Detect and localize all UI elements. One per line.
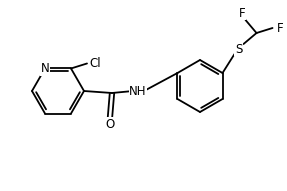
Text: Cl: Cl bbox=[89, 57, 101, 70]
Text: N: N bbox=[41, 62, 49, 75]
Text: O: O bbox=[105, 117, 115, 130]
Text: F: F bbox=[277, 22, 284, 35]
Text: F: F bbox=[239, 6, 246, 19]
Text: S: S bbox=[235, 43, 242, 56]
Text: NH: NH bbox=[129, 84, 147, 97]
